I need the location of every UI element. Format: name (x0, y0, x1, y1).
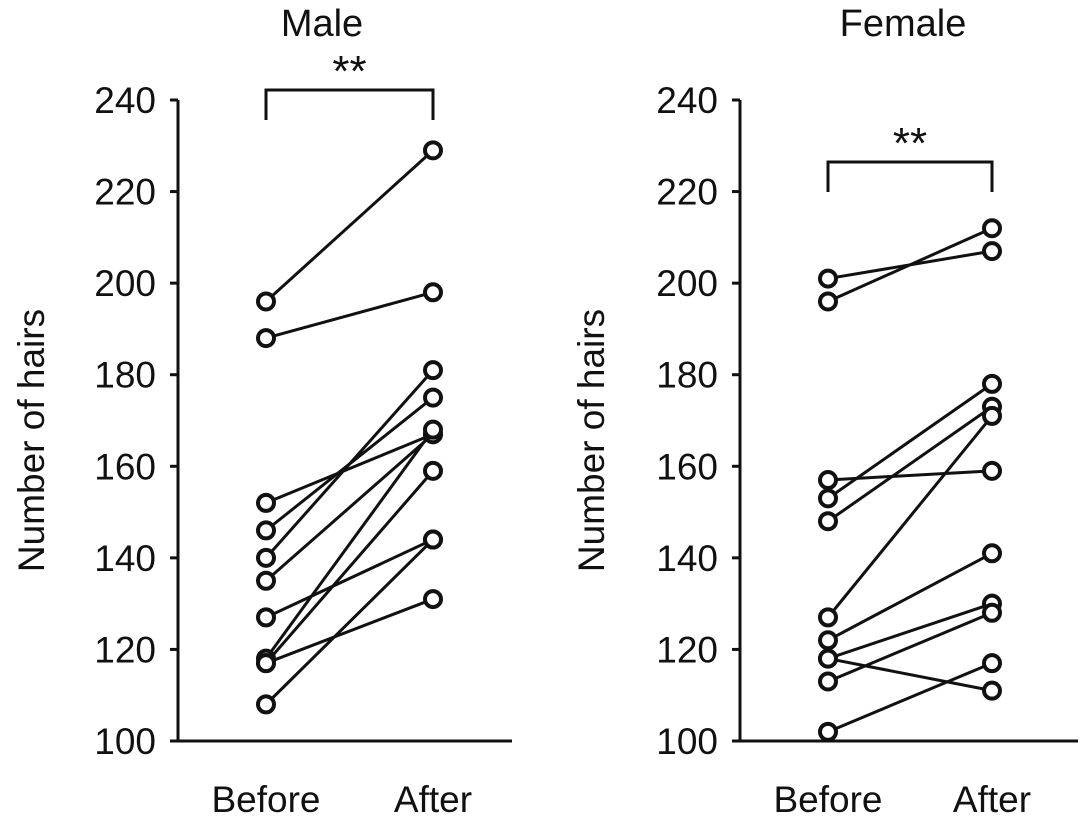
before-point (256, 492, 276, 513)
x-tick-label: Before (211, 779, 320, 820)
after-point (423, 282, 443, 303)
subject-line (265, 432, 434, 505)
before-point (256, 520, 276, 541)
y-tick-label: 180 (94, 355, 156, 396)
subject-line (827, 382, 993, 500)
before-point (818, 511, 838, 532)
before-point (256, 547, 276, 568)
after-point (982, 405, 1002, 426)
before-point (256, 694, 276, 715)
subject-line (265, 597, 434, 665)
subject-line (827, 611, 993, 683)
y-tick-label: 140 (656, 538, 718, 579)
subject-line (827, 661, 993, 734)
x-tick-label: After (953, 779, 1031, 820)
y-tick-label: 160 (94, 446, 156, 487)
after-point (423, 419, 443, 440)
before-point (256, 291, 276, 312)
after-point (423, 360, 443, 381)
y-tick-label: 100 (94, 721, 156, 762)
subject-line (827, 551, 993, 642)
subject-line (264, 538, 435, 706)
after-point (982, 373, 1002, 394)
subject-line (827, 602, 993, 661)
subject-line (265, 433, 434, 582)
before-point (256, 328, 276, 349)
after-point (982, 680, 1002, 701)
y-axis-label: Number of hairs (571, 309, 612, 572)
subject-line (827, 469, 993, 482)
subject-line (827, 657, 993, 693)
subject-line (827, 405, 993, 523)
before-point (256, 607, 276, 628)
y-tick-label: 200 (656, 263, 718, 304)
y-tick-label: 220 (656, 172, 718, 213)
subject-line (264, 149, 435, 303)
y-tick-label: 240 (656, 80, 718, 121)
y-tick-label: 120 (656, 629, 718, 670)
before-point (818, 488, 838, 509)
after-point (423, 387, 443, 408)
before-point (818, 291, 838, 312)
female-panel: Female 100 120 140 160 180 200 220 240 Number of … (571, 3, 1078, 820)
after-point (423, 589, 443, 610)
after-point (982, 602, 1002, 623)
after-point (982, 460, 1002, 481)
y-tick-label: 120 (94, 629, 156, 670)
y-tick-label: 100 (656, 721, 718, 762)
after-point (423, 460, 443, 481)
panel-title: Male (281, 3, 363, 45)
subject-line (264, 428, 435, 660)
after-point (982, 543, 1002, 564)
subject-line (827, 226, 993, 303)
significance-bracket (264, 88, 435, 120)
y-tick-label: 200 (94, 263, 156, 304)
y-tick-label: 220 (94, 172, 156, 213)
y-tick-label: 160 (656, 446, 718, 487)
after-point (982, 218, 1002, 239)
significance-marker: ** (332, 47, 366, 96)
before-point (818, 721, 838, 742)
after-point (982, 241, 1002, 262)
subject-line (265, 538, 434, 619)
male-panel: Male 100 120 140 160 180 200 220 240 Number of ha… (11, 3, 512, 820)
y-tick-label: 240 (94, 80, 156, 121)
subject-line (264, 469, 435, 665)
before-point (818, 630, 838, 651)
after-point (982, 653, 1002, 674)
significance-bracket (826, 160, 994, 192)
after-point (423, 529, 443, 550)
before-point (818, 671, 838, 692)
panel-title: Female (840, 3, 967, 45)
x-tick-label: After (394, 779, 472, 820)
subject-line (265, 290, 434, 340)
before-point (818, 648, 838, 669)
before-point (256, 570, 276, 591)
after-point (423, 140, 443, 161)
x-tick-label: Before (773, 779, 882, 820)
before-point (256, 653, 276, 674)
significance-marker: ** (893, 119, 927, 168)
before-point (818, 470, 838, 491)
before-point (818, 268, 838, 289)
y-tick-label: 140 (94, 538, 156, 579)
y-tick-label: 180 (656, 355, 718, 396)
y-axis-label: Number of hairs (11, 309, 52, 572)
before-point (818, 607, 838, 628)
subject-line (826, 414, 994, 619)
subject-line (264, 369, 435, 559)
